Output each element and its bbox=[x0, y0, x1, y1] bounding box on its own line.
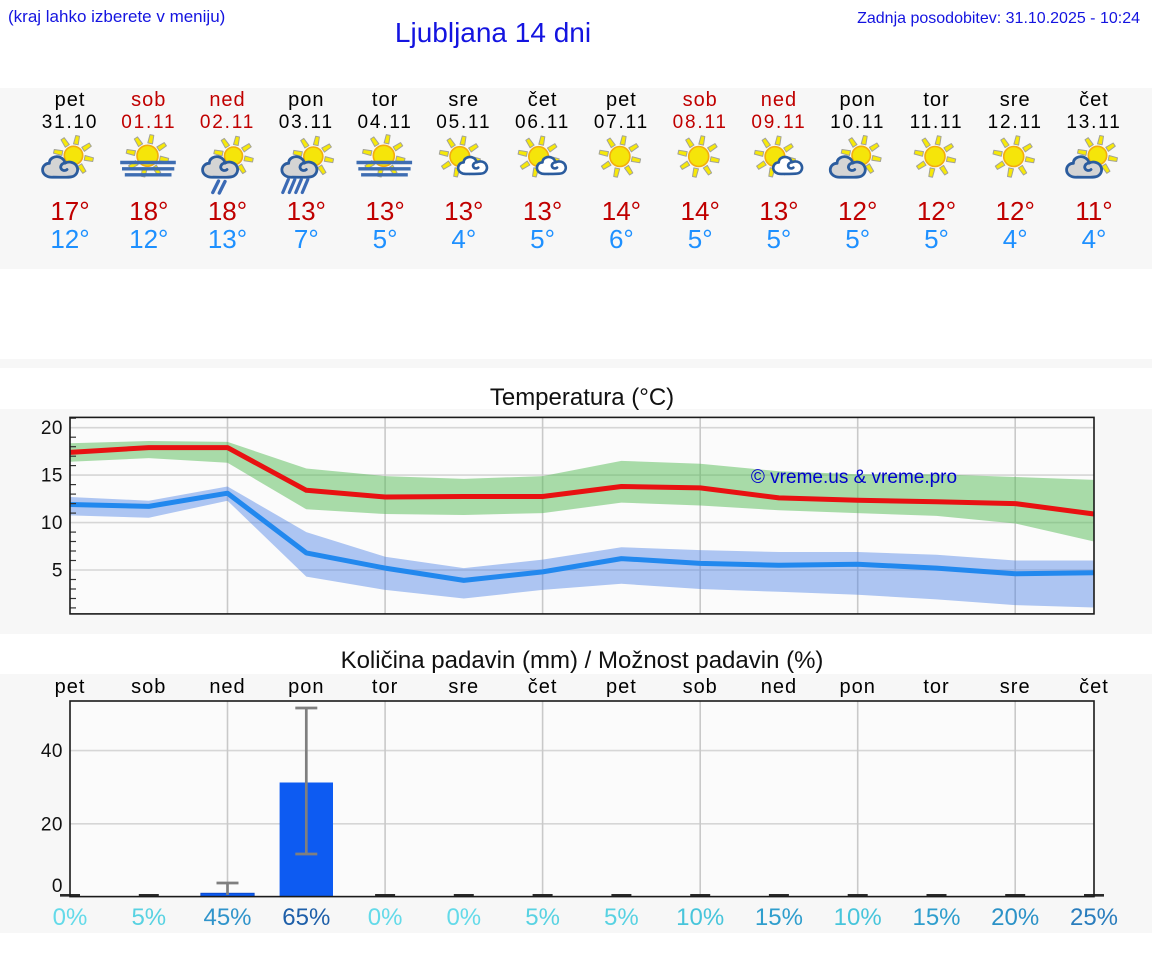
svg-text:05.11: 05.11 bbox=[436, 112, 491, 133]
svg-text:pet: pet bbox=[606, 89, 637, 111]
svg-text:65%: 65% bbox=[282, 904, 330, 931]
svg-text:0%: 0% bbox=[368, 904, 403, 931]
svg-text:12°: 12° bbox=[50, 224, 89, 254]
svg-text:15%: 15% bbox=[912, 904, 960, 931]
svg-text:sob: sob bbox=[683, 89, 718, 111]
svg-text:ned: ned bbox=[761, 676, 797, 698]
svg-text:02.11: 02.11 bbox=[200, 112, 255, 133]
svg-text:sre: sre bbox=[1000, 676, 1031, 698]
svg-text:12°: 12° bbox=[838, 196, 877, 226]
svg-text:pet: pet bbox=[606, 676, 637, 698]
svg-text:08.11: 08.11 bbox=[673, 112, 728, 133]
svg-text:Temperatura (°C): Temperatura (°C) bbox=[490, 384, 674, 411]
svg-text:tor: tor bbox=[923, 676, 949, 698]
svg-text:5%: 5% bbox=[525, 904, 560, 931]
svg-text:5°: 5° bbox=[924, 224, 949, 254]
svg-text:13°: 13° bbox=[444, 196, 483, 226]
svg-text:20%: 20% bbox=[991, 904, 1039, 931]
svg-text:25%: 25% bbox=[1070, 904, 1118, 931]
svg-text:10: 10 bbox=[41, 513, 63, 534]
svg-text:13.11: 13.11 bbox=[1066, 112, 1121, 133]
svg-text:tor: tor bbox=[923, 89, 949, 111]
svg-text:31.10: 31.10 bbox=[42, 112, 99, 133]
svg-text:20: 20 bbox=[41, 418, 63, 439]
svg-text:11°: 11° bbox=[1075, 196, 1112, 226]
svg-text:sre: sre bbox=[448, 676, 479, 698]
svg-text:4°: 4° bbox=[451, 224, 476, 254]
svg-text:12.11: 12.11 bbox=[988, 112, 1043, 133]
svg-text:12°: 12° bbox=[996, 196, 1035, 226]
svg-text:13°: 13° bbox=[759, 196, 798, 226]
svg-text:14°: 14° bbox=[602, 196, 641, 226]
svg-text:03.11: 03.11 bbox=[279, 112, 334, 133]
svg-text:20: 20 bbox=[41, 814, 63, 835]
svg-text:Količina padavin (mm) / Možnos: Količina padavin (mm) / Možnost padavin … bbox=[341, 647, 824, 674]
svg-text:10%: 10% bbox=[676, 904, 724, 931]
svg-text:ned: ned bbox=[209, 89, 245, 111]
svg-text:Zadnja posodobitev: 31.10.2025: Zadnja posodobitev: 31.10.2025 - 10:24 bbox=[857, 10, 1140, 27]
svg-text:45%: 45% bbox=[203, 904, 251, 931]
svg-text:čet: čet bbox=[1079, 676, 1109, 698]
svg-text:14°: 14° bbox=[681, 196, 720, 226]
svg-text:čet: čet bbox=[528, 676, 558, 698]
svg-text:pon: pon bbox=[840, 89, 876, 111]
svg-text:10.11: 10.11 bbox=[830, 112, 885, 133]
svg-text:ned: ned bbox=[761, 89, 797, 111]
svg-text:pet: pet bbox=[55, 89, 86, 111]
svg-text:5%: 5% bbox=[131, 904, 166, 931]
svg-text:pet: pet bbox=[55, 676, 86, 698]
svg-text:0%: 0% bbox=[53, 904, 88, 931]
svg-text:07.11: 07.11 bbox=[594, 112, 649, 133]
svg-text:© vreme.us & vreme.pro: © vreme.us & vreme.pro bbox=[751, 467, 957, 488]
svg-text:pon: pon bbox=[288, 676, 324, 698]
svg-text:Ljubljana 14 dni: Ljubljana 14 dni bbox=[395, 17, 591, 48]
svg-text:13°: 13° bbox=[365, 196, 404, 226]
svg-text:17°: 17° bbox=[50, 196, 89, 226]
svg-text:0%: 0% bbox=[446, 904, 481, 931]
svg-text:15: 15 bbox=[41, 466, 63, 487]
svg-text:5%: 5% bbox=[604, 904, 639, 931]
svg-text:0: 0 bbox=[52, 876, 63, 897]
svg-text:sre: sre bbox=[448, 89, 479, 111]
svg-text:15%: 15% bbox=[755, 904, 803, 931]
svg-text:01.11: 01.11 bbox=[121, 112, 176, 133]
svg-text:4°: 4° bbox=[1003, 224, 1028, 254]
svg-text:06.11: 06.11 bbox=[515, 112, 570, 133]
svg-text:5°: 5° bbox=[845, 224, 870, 254]
svg-text:5: 5 bbox=[52, 561, 63, 582]
svg-text:13°: 13° bbox=[523, 196, 562, 226]
svg-text:pon: pon bbox=[288, 89, 324, 111]
svg-text:pon: pon bbox=[840, 676, 876, 698]
svg-text:40: 40 bbox=[41, 741, 63, 762]
svg-text:18°: 18° bbox=[208, 196, 247, 226]
svg-text:13°: 13° bbox=[208, 224, 247, 254]
svg-text:5°: 5° bbox=[766, 224, 791, 254]
svg-text:5°: 5° bbox=[688, 224, 713, 254]
svg-text:ned: ned bbox=[209, 676, 245, 698]
svg-text:09.11: 09.11 bbox=[751, 112, 806, 133]
svg-text:6°: 6° bbox=[609, 224, 634, 254]
svg-text:12°: 12° bbox=[129, 224, 168, 254]
svg-text:(kraj lahko izberete v meniju): (kraj lahko izberete v meniju) bbox=[8, 7, 225, 26]
svg-text:10%: 10% bbox=[834, 904, 882, 931]
svg-text:4°: 4° bbox=[1082, 224, 1107, 254]
svg-text:5°: 5° bbox=[530, 224, 555, 254]
svg-text:čet: čet bbox=[528, 89, 558, 111]
svg-text:13°: 13° bbox=[287, 196, 326, 226]
svg-text:tor: tor bbox=[372, 89, 398, 111]
svg-text:sre: sre bbox=[1000, 89, 1031, 111]
svg-text:sob: sob bbox=[131, 676, 166, 698]
svg-text:sob: sob bbox=[131, 89, 166, 111]
svg-text:čet: čet bbox=[1079, 89, 1109, 111]
svg-text:18°: 18° bbox=[129, 196, 168, 226]
svg-text:11.11: 11.11 bbox=[910, 112, 964, 133]
svg-text:5°: 5° bbox=[373, 224, 398, 254]
svg-text:04.11: 04.11 bbox=[358, 112, 413, 133]
svg-text:12°: 12° bbox=[917, 196, 956, 226]
svg-text:tor: tor bbox=[372, 676, 398, 698]
svg-text:sob: sob bbox=[683, 676, 718, 698]
svg-text:7°: 7° bbox=[294, 224, 319, 254]
